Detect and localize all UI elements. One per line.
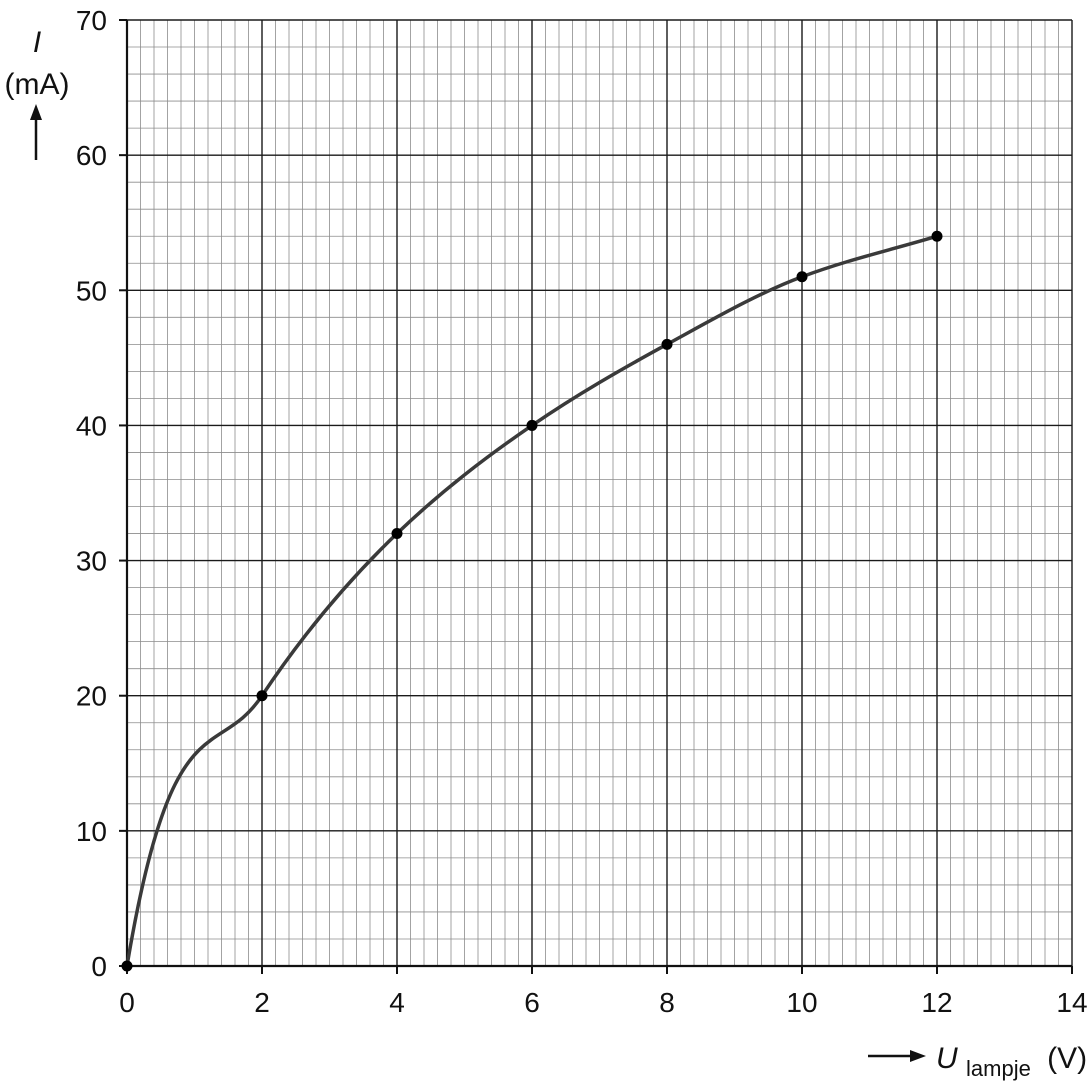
x-axis-title: U lampje (V) xyxy=(868,1042,1087,1083)
x-tick-label: 2 xyxy=(254,987,270,1018)
y-tick-label: 10 xyxy=(76,816,107,847)
x-axis-arrowhead-icon xyxy=(910,1050,926,1062)
x-tick-labels: 0 2 4 6 8 10 12 14 xyxy=(119,987,1087,1018)
y-tick-label: 60 xyxy=(76,140,107,171)
x-tick-label: 8 xyxy=(659,987,675,1018)
axes xyxy=(119,19,1073,974)
y-axis-symbol: I xyxy=(33,26,41,59)
series-line xyxy=(125,234,939,968)
y-axis-unit: (mA) xyxy=(5,68,70,101)
y-tick-labels: 0 10 20 30 40 50 60 70 xyxy=(76,5,107,982)
x-axis-symbol: U xyxy=(936,1042,958,1075)
y-axis-title: I (mA) xyxy=(5,26,70,160)
x-tick-label: 0 xyxy=(119,987,135,1018)
y-tick-label: 40 xyxy=(76,410,107,441)
data-point xyxy=(526,419,538,431)
data-point xyxy=(661,338,673,350)
y-tick-label: 30 xyxy=(76,546,107,577)
x-tick-label: 14 xyxy=(1056,987,1087,1018)
x-tick-label: 4 xyxy=(389,987,405,1018)
data-point xyxy=(796,271,808,283)
grid-minor xyxy=(127,20,1072,966)
x-axis-unit: (V) xyxy=(1047,1042,1087,1075)
svg-text:U lampje (V): U lampje (V) xyxy=(936,1042,1087,1083)
data-point xyxy=(121,960,133,972)
y-tick-label: 70 xyxy=(76,5,107,36)
series xyxy=(121,230,943,972)
x-tick-label: 10 xyxy=(786,987,817,1018)
y-tick-label: 0 xyxy=(91,951,107,982)
data-point xyxy=(391,528,403,540)
data-point xyxy=(931,230,943,242)
y-axis-arrowhead-icon xyxy=(30,104,42,120)
x-tick-label: 6 xyxy=(524,987,540,1018)
y-tick-label: 50 xyxy=(76,275,107,306)
data-point xyxy=(256,690,268,702)
y-tick-label: 20 xyxy=(76,681,107,712)
grid-major xyxy=(127,19,1073,966)
x-axis-subscript: lampje xyxy=(966,1056,1031,1081)
x-tick-label: 12 xyxy=(921,987,952,1018)
